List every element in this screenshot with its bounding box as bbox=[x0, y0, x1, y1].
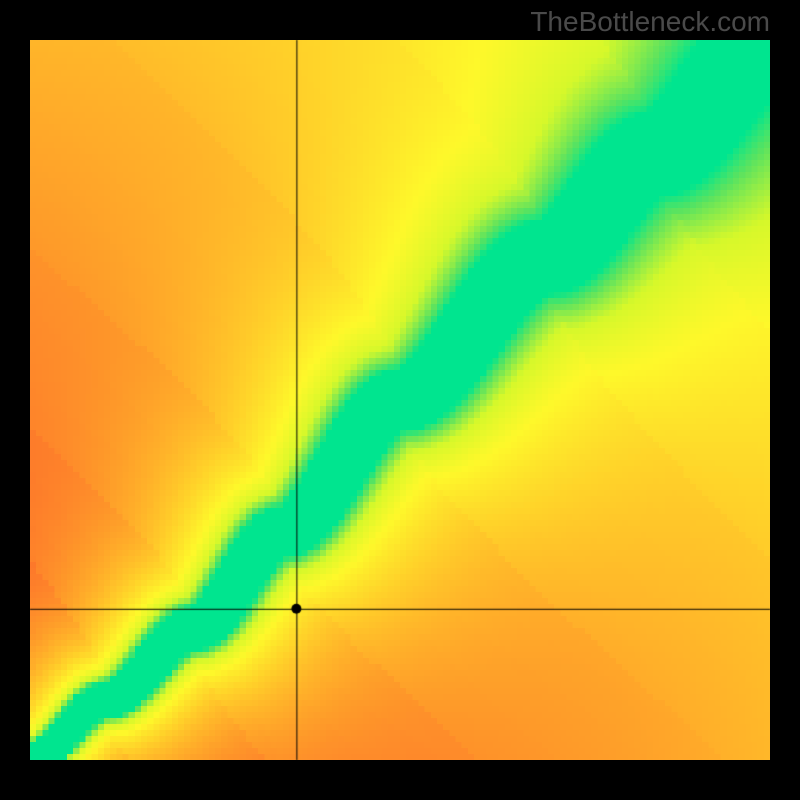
watermark-text: TheBottleneck.com bbox=[530, 6, 770, 38]
chart-container: TheBottleneck.com bbox=[0, 0, 800, 800]
crosshair-overlay bbox=[0, 0, 800, 800]
